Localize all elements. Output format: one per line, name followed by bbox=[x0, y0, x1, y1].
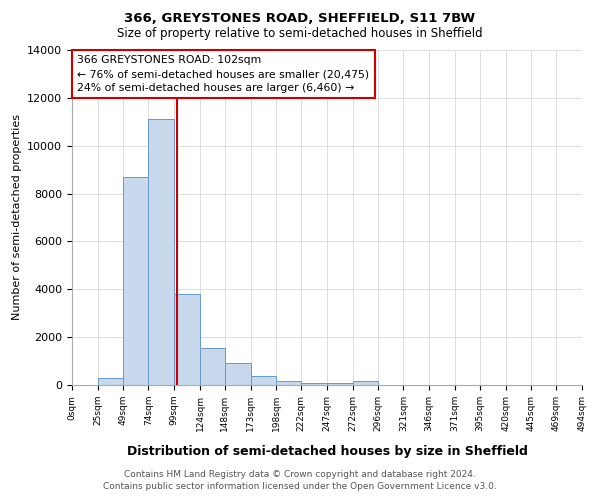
Bar bbox=[200, 348, 225, 385]
X-axis label: Distribution of semi-detached houses by size in Sheffield: Distribution of semi-detached houses by … bbox=[127, 445, 527, 458]
Bar bbox=[225, 364, 251, 385]
Bar bbox=[148, 120, 174, 385]
Text: Size of property relative to semi-detached houses in Sheffield: Size of property relative to semi-detach… bbox=[117, 28, 483, 40]
Bar bbox=[122, 177, 148, 385]
Text: Contains public sector information licensed under the Open Government Licence v3: Contains public sector information licen… bbox=[103, 482, 497, 491]
Text: 366 GREYSTONES ROAD: 102sqm
← 76% of semi-detached houses are smaller (20,475)
2: 366 GREYSTONES ROAD: 102sqm ← 76% of sem… bbox=[77, 55, 369, 93]
Bar bbox=[301, 382, 327, 385]
Bar bbox=[251, 376, 277, 385]
Bar bbox=[98, 378, 122, 385]
Bar bbox=[353, 382, 377, 385]
Bar bbox=[327, 383, 353, 385]
Bar bbox=[277, 381, 301, 385]
Text: 366, GREYSTONES ROAD, SHEFFIELD, S11 7BW: 366, GREYSTONES ROAD, SHEFFIELD, S11 7BW bbox=[124, 12, 476, 26]
Y-axis label: Number of semi-detached properties: Number of semi-detached properties bbox=[11, 114, 22, 320]
Bar bbox=[174, 294, 200, 385]
Text: Contains HM Land Registry data © Crown copyright and database right 2024.: Contains HM Land Registry data © Crown c… bbox=[124, 470, 476, 479]
